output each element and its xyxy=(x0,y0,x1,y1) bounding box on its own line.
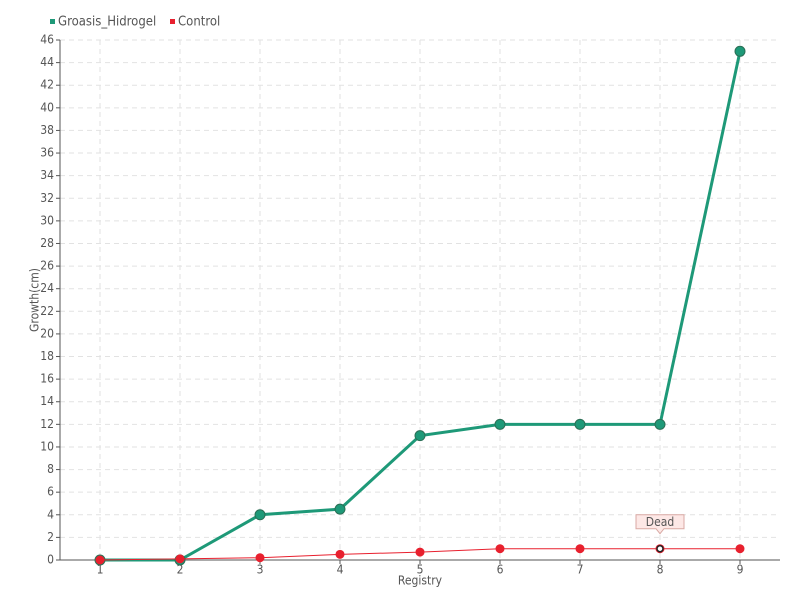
y-tick-label: 30 xyxy=(40,213,54,227)
y-tick-label: 44 xyxy=(40,55,54,69)
x-tick-label: 7 xyxy=(577,563,584,577)
data-point xyxy=(95,555,105,565)
y-tick-label: 32 xyxy=(40,191,54,205)
legend-swatch xyxy=(170,19,175,24)
x-tick-label: 3 xyxy=(257,563,264,577)
data-point xyxy=(254,509,266,521)
y-tick-label: 8 xyxy=(47,462,54,476)
annotation-marker xyxy=(656,544,664,553)
x-tick-label: 4 xyxy=(337,563,344,577)
data-point xyxy=(495,544,505,554)
y-tick-label: 34 xyxy=(40,168,54,182)
y-tick-label: 4 xyxy=(47,507,54,521)
x-tick-label: 8 xyxy=(657,563,664,577)
legend-label: Groasis_Hidrogel xyxy=(58,15,156,30)
x-tick-label: 9 xyxy=(737,563,744,577)
data-point xyxy=(335,549,345,559)
y-tick-label: 36 xyxy=(40,146,54,160)
x-tick-label: 6 xyxy=(497,563,504,577)
y-tick-label: 40 xyxy=(40,100,54,114)
data-point xyxy=(175,554,185,564)
y-tick-label: 12 xyxy=(40,417,54,431)
data-point xyxy=(414,430,426,442)
y-tick-label: 42 xyxy=(40,78,54,92)
y-tick-label: 14 xyxy=(40,394,54,408)
legend-label: Control xyxy=(178,15,220,30)
data-point xyxy=(415,547,425,557)
y-tick-label: 20 xyxy=(40,326,54,340)
data-point xyxy=(334,503,346,515)
y-tick-label: 16 xyxy=(40,372,54,386)
y-tick-label: 6 xyxy=(47,485,54,499)
data-point xyxy=(494,418,506,430)
y-tick-label: 18 xyxy=(40,349,54,363)
y-tick-label: 24 xyxy=(40,281,54,295)
y-tick-label: 22 xyxy=(40,304,54,318)
y-tick-label: 28 xyxy=(40,236,54,250)
y-tick-label: 26 xyxy=(40,259,54,273)
data-point xyxy=(255,553,265,563)
data-point xyxy=(735,544,745,554)
data-point xyxy=(654,418,666,430)
data-point xyxy=(575,544,585,554)
x-tick-label: 1 xyxy=(97,563,104,577)
data-point xyxy=(734,45,746,57)
annotation-box xyxy=(635,514,685,535)
y-tick-label: 2 xyxy=(47,530,54,544)
annotation-text: Dead xyxy=(646,515,674,529)
legend-swatch xyxy=(50,19,55,24)
y-tick-label: 10 xyxy=(40,439,54,453)
x-tick-label: 5 xyxy=(417,563,424,577)
x-tick-label: 2 xyxy=(177,563,184,577)
x-axis-label: Registry xyxy=(398,574,443,588)
data-point xyxy=(574,418,586,430)
y-tick-label: 0 xyxy=(47,553,54,567)
y-tick-label: 38 xyxy=(40,123,54,137)
y-tick-label: 46 xyxy=(40,33,54,47)
y-axis-label: Growth(cm) xyxy=(28,268,42,332)
